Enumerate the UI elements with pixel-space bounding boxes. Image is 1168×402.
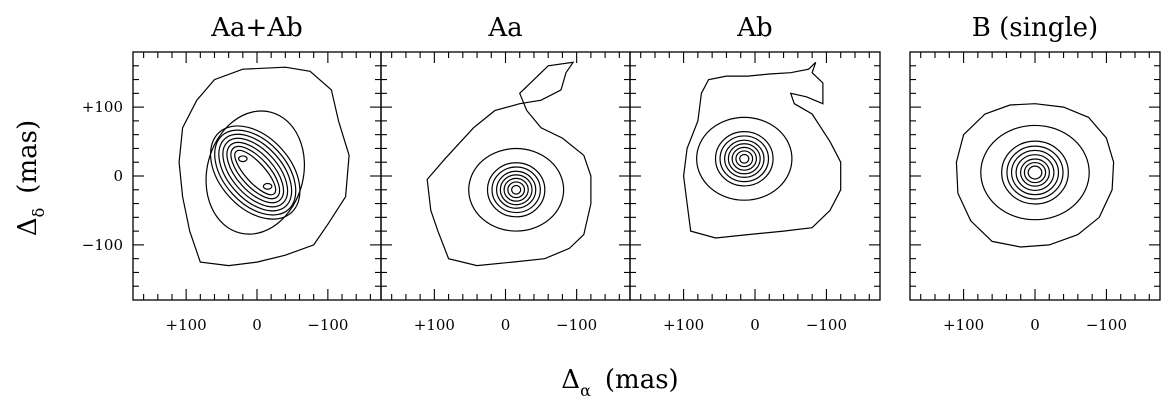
contour-level [1001,140,1069,205]
contour-level [468,147,565,232]
contour-level [719,135,770,183]
contour-level [714,131,774,187]
contour-group [426,61,592,267]
y-tick-label: 0 [113,167,123,185]
contour-level [491,166,541,214]
contour-level [503,177,529,202]
outer-contour [426,61,592,267]
contour-level [1006,145,1064,200]
panels: Aa+Ab +100 0 −100 +100 0 −100 Aa +100 0 −100 Ab +100… [82,13,1161,334]
contour-level [739,153,750,164]
y-axis-subscript: δ [29,208,48,218]
x-tick-label: 0 [252,316,262,334]
contour-level [230,145,281,200]
x-tick-label: −100 [556,316,597,334]
panel-frame [132,51,382,301]
panel-frame [909,51,1161,301]
x-tick-label: +100 [943,316,984,334]
contour-group [178,66,350,267]
contour-level [731,146,758,171]
panel-title: Aa+Ab [210,13,302,43]
contour-level [1015,154,1055,192]
contour-level [727,143,761,175]
panel-frame [629,51,881,301]
panel-4: B (single) +100 0 −100 [909,13,1161,334]
x-tick-label: +100 [663,316,704,334]
contour-group [955,103,1115,248]
x-axis-subscript: α [580,381,591,400]
x-tick-label: −100 [307,316,348,334]
panel-title: Ab [736,13,772,43]
svg-text:Δδ(mas): Δδ (mas) [13,120,48,236]
contour-level [226,141,285,204]
x-tick-label: 0 [501,316,511,334]
contour-level [209,125,301,220]
contour-level [696,116,793,201]
x-axis-symbol: Δ [561,365,580,395]
y-axis-label: Δδ (mas) [13,120,48,236]
contour-level [499,174,533,206]
contour-level [1027,165,1043,180]
x-tick-label: −100 [1086,316,1127,334]
x-tick-label: +100 [166,316,207,334]
peak-contour [237,155,248,163]
contour-group [682,61,842,239]
panel-title: Aa [487,13,522,43]
x-tick-label: 0 [750,316,760,334]
contour-level [723,139,765,178]
peak-contour [262,182,273,190]
panel-1: Aa+Ab +100 0 −100 +100 0 −100 [82,13,382,334]
y-axis-symbol: Δ [13,217,43,236]
contour-level [205,110,306,235]
contour-level [214,129,297,216]
contour-level [495,170,537,209]
x-tick-label: −100 [806,316,847,334]
x-axis-label: Δα (mas) [561,365,678,400]
y-axis-unit: (mas) [13,120,43,194]
y-tick-label: −100 [82,236,123,254]
contour-level [1023,161,1047,184]
contour-level [486,162,546,218]
contour-level [735,150,754,168]
outer-contour [178,66,350,267]
contour-level [218,133,293,212]
x-tick-label: 0 [1030,316,1040,334]
y-tick-label: +100 [82,98,123,116]
panel-2: Aa +100 0 −100 [380,13,631,334]
contour-level [507,181,526,199]
contour-level [234,149,277,196]
outer-contour [682,61,842,239]
outer-contour [955,103,1115,248]
contour-level [511,184,522,195]
contour-level [1010,149,1060,196]
contour-level [1020,158,1050,187]
panel-3: Ab +100 0 −100 [629,13,881,334]
panel-title: B (single) [972,13,1098,43]
contour-level [222,137,289,208]
x-tick-label: +100 [414,316,455,334]
x-axis-unit: (mas) [605,365,679,395]
contour-level [980,124,1090,221]
